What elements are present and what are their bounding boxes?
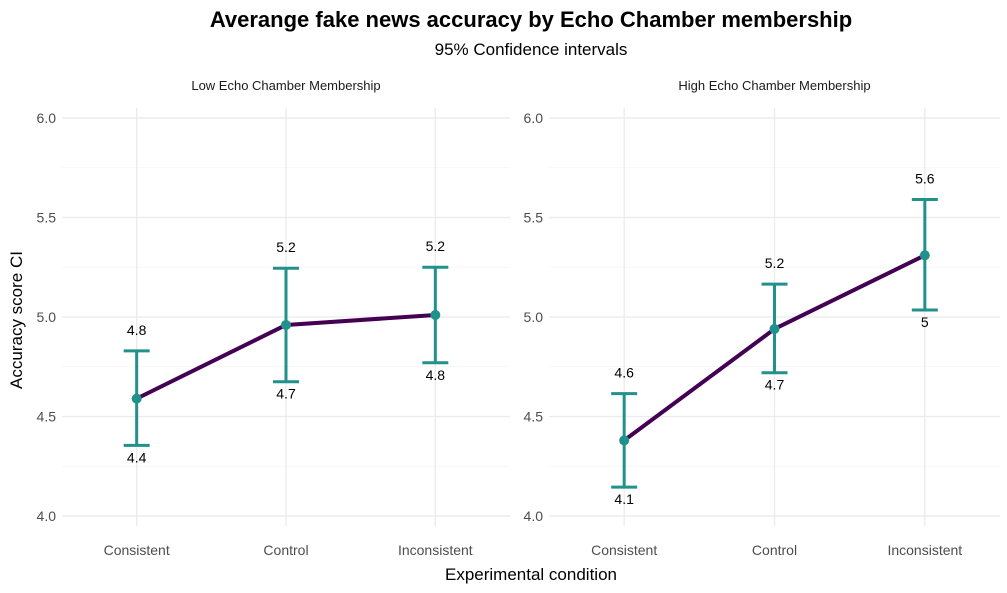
y-tick-label: 5.0 [524, 309, 544, 325]
data-point [769, 323, 780, 334]
lower-ci-label: 4.7 [765, 377, 785, 393]
y-tick-label: 5.5 [524, 209, 544, 225]
y-tick-label: 4.0 [524, 508, 544, 524]
y-axis-title: Accuracy score CI [7, 251, 26, 389]
y-tick-label: 6.0 [37, 110, 57, 126]
upper-ci-label: 5.2 [426, 238, 446, 254]
lower-ci-label: 4.7 [276, 386, 296, 402]
data-point [619, 435, 630, 446]
upper-ci-label: 5.2 [765, 255, 785, 271]
data-point [281, 319, 291, 330]
data-point [131, 393, 142, 404]
upper-ci-label: 4.6 [614, 365, 634, 381]
y-tick-label: 4.5 [524, 409, 544, 425]
upper-ci-label: 5.2 [276, 239, 296, 255]
facet-panel-1: 4.0 4.5 5.0 5.5 6.0 Consistent Control Inconsis… [37, 78, 510, 558]
data-point [430, 310, 441, 321]
chart-subtitle: 95% Confidence intervals [435, 40, 628, 59]
x-tick-label: Control [263, 542, 308, 558]
y-tick-label: 4.5 [37, 409, 57, 425]
x-tick-label: Inconsistent [887, 542, 962, 558]
facet-panel-2: 4.0 4.5 5.0 5.5 6.0 Consistent Control Inconsis… [524, 78, 1000, 558]
lower-ci-label: 4.4 [127, 449, 147, 465]
lower-ci-label: 4.8 [426, 367, 446, 383]
y-tick-label: 6.0 [524, 110, 544, 126]
x-tick-label: Inconsistent [398, 542, 473, 558]
facet-panels: 4.0 4.5 5.0 5.5 6.0 Consistent Control Inconsis… [37, 78, 1000, 558]
x-tick-label: Control [752, 542, 797, 558]
upper-ci-label: 4.8 [127, 322, 147, 338]
x-tick-label: Consistent [104, 542, 170, 558]
y-tick-label: 5.0 [37, 309, 57, 325]
facet-strip-label: High Echo Chamber Membership [678, 78, 870, 93]
y-tick-label: 4.0 [37, 508, 57, 524]
data-point [919, 250, 930, 261]
x-tick-label: Consistent [591, 542, 657, 558]
y-tick-label: 5.5 [37, 209, 57, 225]
lower-ci-label: 4.1 [614, 491, 634, 507]
chart-title: Averange fake news accuracy by Echo Cham… [210, 7, 852, 32]
lower-ci-label: 5 [921, 314, 929, 330]
upper-ci-label: 5.6 [915, 171, 935, 187]
x-axis-title: Experimental condition [445, 565, 617, 584]
facet-strip-label: Low Echo Chamber Membership [191, 78, 380, 93]
